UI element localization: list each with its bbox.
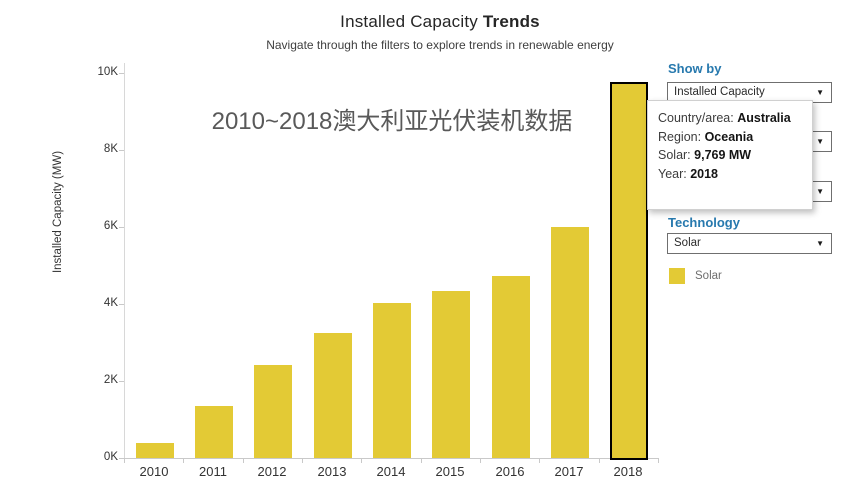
chevron-down-icon: ▼: [816, 88, 824, 97]
x-tick-mark: [421, 458, 422, 463]
y-tick-mark: [119, 458, 124, 459]
tooltip-row-solar: Solar: 9,769 MW: [658, 148, 752, 162]
chevron-down-icon: ▼: [816, 137, 824, 146]
bar-2014[interactable]: [373, 303, 411, 458]
y-tick-mark: [119, 73, 124, 74]
x-axis-label-2015: 2015: [435, 464, 465, 479]
tooltip: Country/area: Australia Region: Oceania …: [647, 100, 813, 210]
y-tick-label-4K: 4K: [103, 297, 118, 309]
technology-label: Technology: [668, 215, 740, 230]
x-tick-mark: [124, 458, 125, 463]
y-tick-label-2K: 2K: [103, 374, 118, 386]
bar-2010[interactable]: [136, 443, 174, 458]
x-axis-label-2011: 2011: [199, 464, 227, 479]
y-tick-label-6K: 6K: [103, 220, 118, 232]
legend-label-solar[interactable]: Solar: [695, 270, 722, 282]
x-axis-label-2014: 2014: [376, 464, 406, 479]
tooltip-row-country: Country/area: Australia: [658, 111, 791, 125]
page-title-regular: Installed Capacity: [340, 12, 483, 31]
y-tick-mark: [119, 304, 124, 305]
plot-area: 2010~2018澳大利亚光伏装机数据: [124, 63, 659, 460]
y-axis-title: Installed Capacity (MW): [52, 150, 64, 274]
x-axis-label-2017: 2017: [554, 464, 584, 479]
bar-2012[interactable]: [254, 365, 292, 458]
x-tick-mark: [480, 458, 481, 463]
x-tick-mark: [243, 458, 244, 463]
y-tick-label-0K: 0K: [103, 451, 118, 463]
bar-2011[interactable]: [195, 406, 233, 458]
x-tick-mark: [539, 458, 540, 463]
y-tick-mark: [119, 150, 124, 151]
x-axis-label-2016: 2016: [495, 464, 525, 479]
legend-swatch-solar[interactable]: [669, 268, 685, 284]
page-subtitle: Navigate through the filters to explore …: [266, 38, 614, 52]
x-tick-mark: [302, 458, 303, 463]
show-by-dropdown-value: Installed Capacity: [674, 86, 765, 98]
bar-2013[interactable]: [314, 333, 352, 458]
y-tick-mark: [119, 227, 124, 228]
x-axis-label-2013: 2013: [317, 464, 347, 479]
page-title: Installed Capacity Trends: [0, 12, 858, 32]
x-axis-label-2010: 2010: [139, 464, 169, 479]
bar-2016[interactable]: [492, 276, 530, 458]
show-by-label: Show by: [668, 61, 722, 76]
page-title-bold: Trends: [482, 12, 540, 31]
x-axis-label-2018: 2018: [613, 464, 643, 479]
technology-dropdown[interactable]: Solar ▼: [667, 233, 832, 254]
x-tick-mark: [183, 458, 184, 463]
chevron-down-icon: ▼: [816, 187, 824, 196]
chevron-down-icon: ▼: [816, 239, 824, 248]
x-axis-label-2012: 2012: [257, 464, 287, 479]
bar-2018[interactable]: [610, 82, 648, 460]
technology-dropdown-value: Solar: [674, 237, 701, 249]
tooltip-row-region: Region: Oceania: [658, 129, 754, 144]
legend: Solar: [669, 268, 722, 284]
y-tick-label-10K: 10K: [97, 66, 118, 78]
bar-2017[interactable]: [551, 227, 589, 458]
header: Installed Capacity Trends Navigate throu…: [0, 12, 858, 52]
bar-2015[interactable]: [432, 291, 470, 458]
tooltip-row-year: Year: 2018: [658, 166, 719, 181]
chart-annotation: 2010~2018澳大利亚光伏装机数据: [211, 108, 573, 135]
y-tick-label-8K: 8K: [103, 143, 118, 155]
y-tick-mark: [119, 381, 124, 382]
x-tick-mark: [361, 458, 362, 463]
x-tick-mark: [599, 458, 600, 463]
x-tick-mark: [658, 458, 659, 463]
